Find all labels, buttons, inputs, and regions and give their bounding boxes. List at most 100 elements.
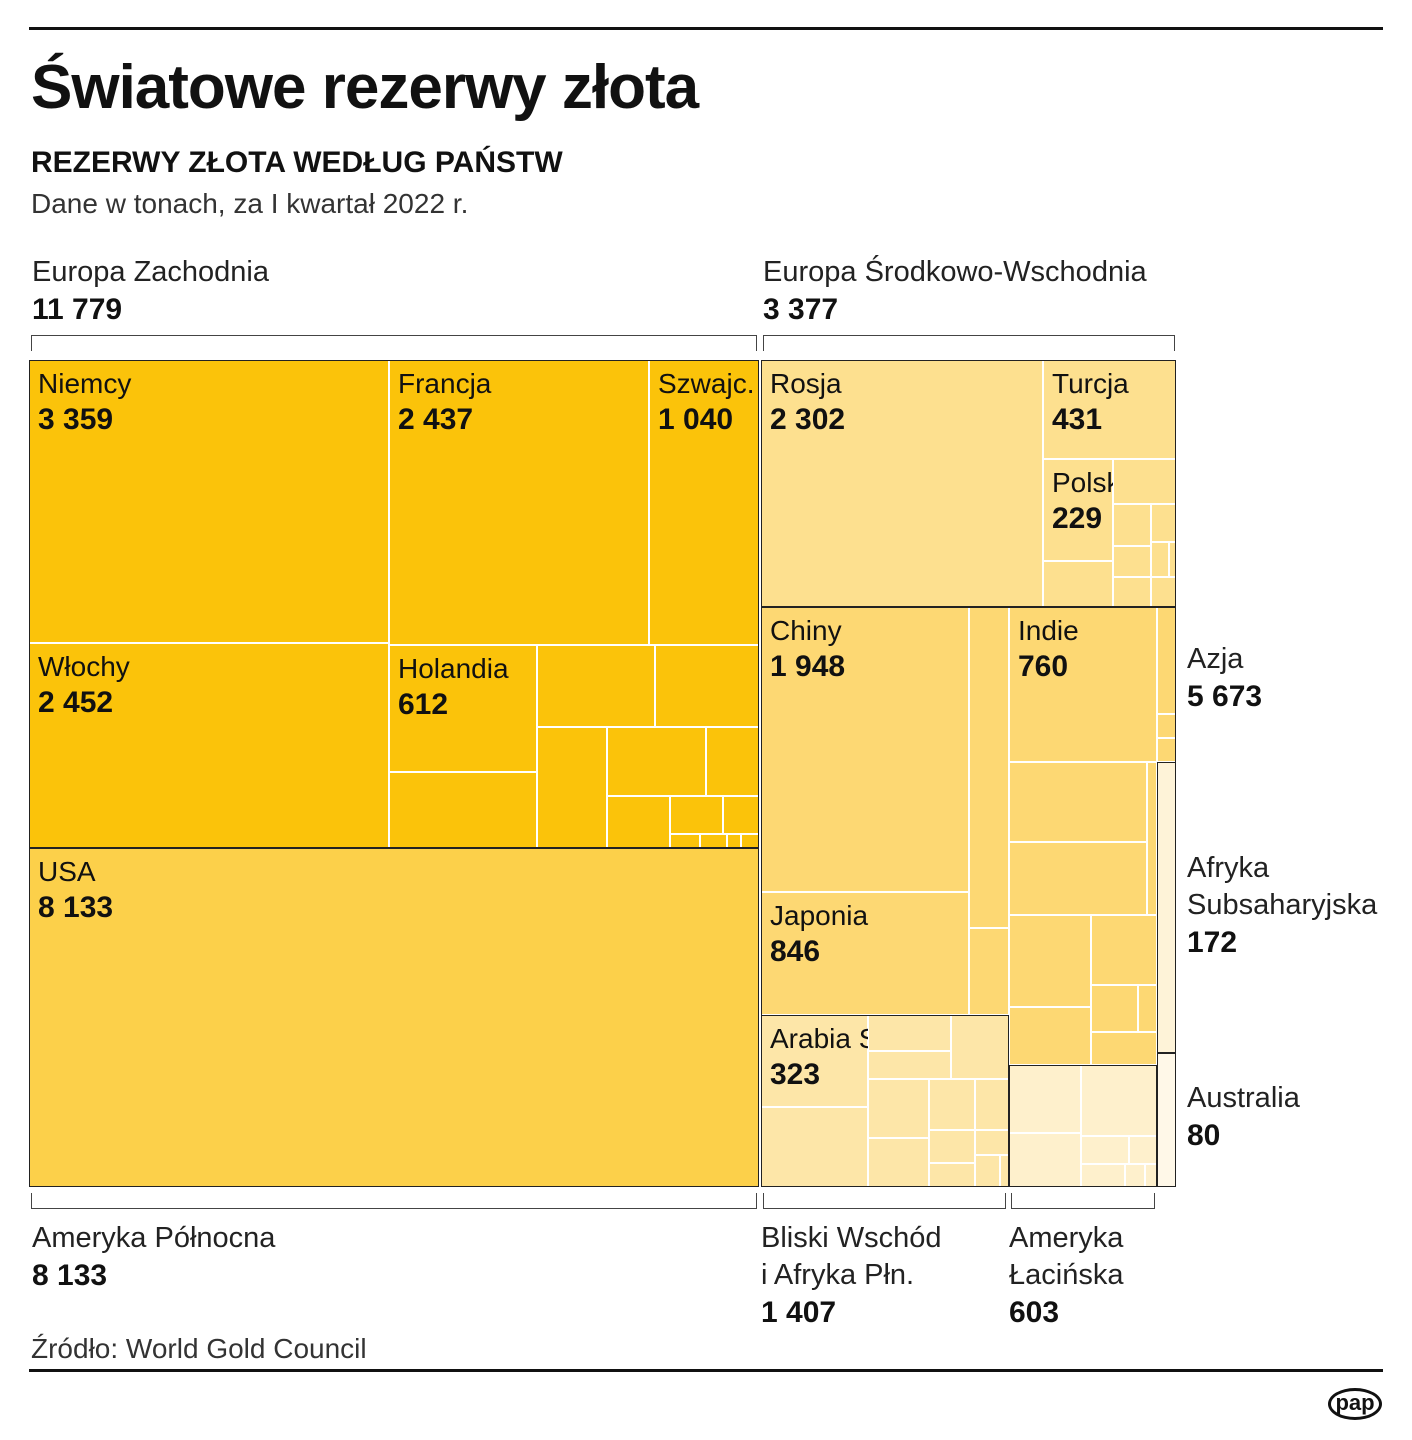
treemap-cell: [700, 834, 727, 848]
country-value: 2 452: [38, 686, 114, 719]
bracket: [31, 335, 757, 351]
treemap-cell: [868, 1015, 951, 1051]
country-value: 612: [398, 688, 449, 721]
region-value: 5 673: [1187, 680, 1263, 713]
treemap-cell: [723, 796, 759, 834]
country-label: Indie 760: [1018, 613, 1079, 685]
country-name: Turcja: [1052, 368, 1129, 399]
treemap-cell: [1009, 842, 1147, 915]
treemap-cell: [1091, 985, 1138, 1032]
treemap-cell-polska: [1043, 459, 1113, 561]
treemap-cell: [1138, 985, 1157, 1032]
region-value: 3 377: [763, 293, 839, 326]
treemap-cell: [1009, 1133, 1081, 1187]
region-value: 603: [1009, 1296, 1060, 1329]
country-value: 1 948: [770, 650, 846, 683]
treemap-cell: [1129, 1136, 1157, 1164]
treemap-cell: [1009, 762, 1147, 842]
treemap-cell: [1157, 738, 1176, 762]
bracket: [1011, 1193, 1155, 1209]
country-value: 229: [1052, 502, 1103, 535]
treemap-cell: [975, 1130, 1009, 1155]
country-label: Holandia 612: [398, 651, 509, 723]
treemap-cell: [1043, 561, 1113, 607]
country-name: Rosja: [770, 368, 842, 399]
treemap-cell-japonia: [761, 892, 969, 1015]
region-value: 8 133: [32, 1259, 108, 1292]
country-label: Szwajc. 1 040: [658, 366, 754, 438]
region-label: Azja 5 673: [1187, 641, 1262, 715]
country-name: Francja: [398, 368, 492, 399]
treemap-cell: [975, 1155, 1000, 1187]
region-name: Australia: [1187, 1082, 1300, 1114]
treemap-cell: [1091, 1032, 1157, 1065]
region-name: Łacińska: [1009, 1259, 1124, 1291]
region-value: 172: [1187, 926, 1238, 959]
country-label: Niemcy 3 359: [38, 366, 131, 438]
treemap-cell: [607, 796, 670, 848]
country-label: Włochy 2 452: [38, 649, 130, 721]
treemap-cell: [868, 1138, 929, 1187]
treemap-cell: [1157, 1053, 1176, 1187]
country-name: Szwajc.: [658, 368, 755, 399]
country-value: 2 302: [770, 403, 846, 436]
treemap-cell: [868, 1051, 951, 1079]
region-label: Ameryka Łacińska 603: [1009, 1220, 1123, 1331]
bracket: [31, 1193, 757, 1209]
region-name: Afryka: [1187, 852, 1270, 884]
treemap-cell: [929, 1079, 975, 1130]
country-value: 8 133: [38, 891, 114, 924]
treemap-cell-rosja: [761, 360, 1043, 607]
bracket: [763, 1193, 1006, 1209]
top-rule: [29, 27, 1383, 30]
bottom-rule: [29, 1369, 1383, 1372]
treemap-cell: [1081, 1065, 1157, 1136]
treemap-cell: [1157, 762, 1176, 1053]
region-label: Bliski Wschód i Afryka Płn. 1 407: [761, 1220, 942, 1331]
treemap-cell: [975, 1079, 1009, 1130]
chart-title: Światowe rezerwy złota: [31, 53, 699, 122]
treemap-cell: [537, 645, 655, 727]
region-name: Ameryka: [1009, 1222, 1124, 1254]
country-name: Japonia: [770, 900, 869, 931]
treemap-cell-holandia: [389, 645, 537, 772]
treemap-cell: [1113, 546, 1151, 577]
region-label: Australia 80: [1187, 1080, 1300, 1154]
country-label: Chiny 1 948: [770, 613, 845, 685]
region-label: Europa Zachodnia 11 779: [32, 254, 269, 328]
treemap-cell: [1147, 762, 1157, 915]
treemap-cell: [1009, 1065, 1081, 1133]
chart-subtitle: REZERWY ZŁOTA WEDŁUG PAŃSTW: [31, 146, 563, 179]
treemap-cell: [929, 1130, 975, 1163]
region-value: 1 407: [761, 1296, 837, 1329]
treemap-cell: [1151, 504, 1176, 542]
country-value: 323: [770, 1058, 821, 1091]
country-value: 431: [1052, 403, 1103, 436]
country-value: 2 437: [398, 403, 474, 436]
country-label: USA 8 133: [38, 854, 113, 926]
region-name: Azja: [1187, 643, 1244, 675]
country-name: Włochy: [38, 651, 130, 682]
country-label: Turcja 431: [1052, 366, 1129, 438]
country-label: Francja 2 437: [398, 366, 491, 438]
country-name: USA: [38, 856, 96, 887]
treemap-cell: [607, 727, 706, 796]
region-value: 80: [1187, 1119, 1221, 1152]
treemap-cell: [1009, 915, 1091, 1007]
treemap-cell-indie: [1009, 607, 1157, 762]
source: Źródło: World Gold Council: [31, 1333, 367, 1364]
treemap-cell: [1151, 542, 1169, 577]
treemap-cell: [1091, 915, 1157, 985]
treemap-cell: [1081, 1164, 1125, 1187]
country-label: Japonia 846: [770, 898, 868, 970]
chart-note: Dane w tonach, za I kwartał 2022 r.: [31, 188, 469, 219]
treemap-cell: [951, 1015, 1009, 1079]
treemap-cell-usa: [29, 848, 759, 1187]
treemap-cell: [1113, 504, 1151, 546]
region-name: Europa Środkowo-Wschodnia: [763, 256, 1147, 288]
country-name: Niemcy: [38, 368, 132, 399]
country-value: 3 359: [38, 403, 114, 436]
region-name: Europa Zachodnia: [32, 256, 269, 288]
treemap-cell: [1009, 1007, 1091, 1065]
